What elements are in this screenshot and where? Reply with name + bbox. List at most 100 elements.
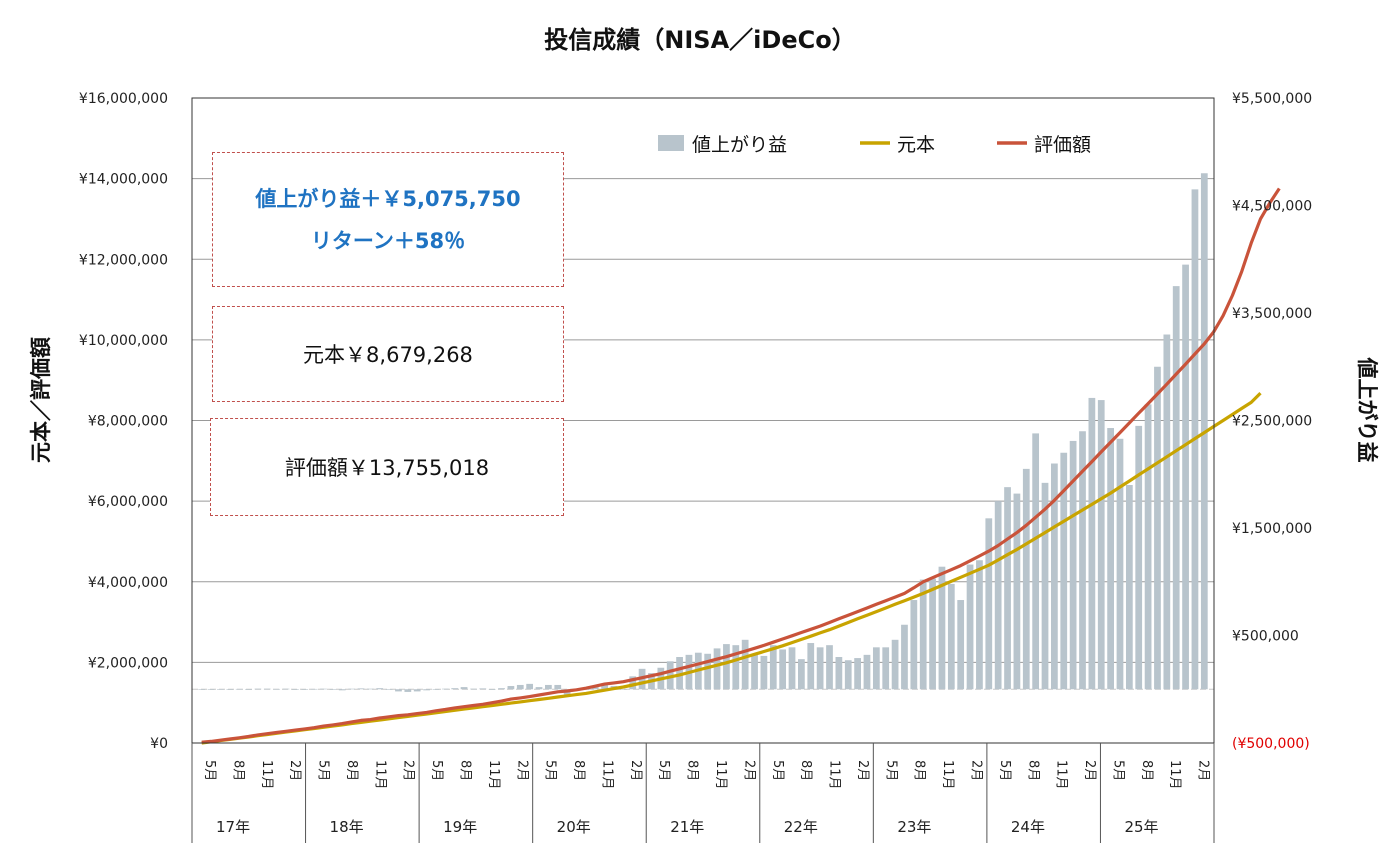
legend: 値上がり益 元本 評価額 — [658, 134, 1091, 156]
gain-bar — [273, 688, 281, 690]
left-tick-label: ¥12,000,000 — [79, 252, 168, 268]
gain-bar — [217, 689, 224, 690]
year-label: 25年 — [1124, 818, 1158, 836]
value-annotation: 評価額￥13,755,018 — [284, 456, 490, 480]
month-tick-label: 8月 — [1139, 760, 1154, 781]
gain-bar — [263, 688, 271, 690]
gain-bar — [1125, 485, 1133, 690]
year-label: 21年 — [670, 818, 704, 836]
gain-bar — [554, 684, 562, 690]
gain-bar — [507, 686, 515, 690]
gain-bar — [741, 639, 749, 690]
gain-bar — [788, 647, 796, 690]
month-tick-label: 2月 — [741, 760, 756, 781]
gain-bar — [994, 501, 1002, 690]
gain-bar — [872, 647, 880, 690]
month-tick-label: 11月 — [713, 760, 728, 790]
gain-bar — [366, 688, 374, 690]
month-tick-label: 11月 — [1054, 760, 1069, 790]
gain-bar — [676, 657, 683, 690]
legend-label-gain: 値上がり益 — [692, 134, 787, 156]
gain-bar — [498, 688, 505, 690]
gain-bar — [966, 564, 974, 690]
month-tick-label: 5月 — [429, 760, 444, 781]
gain-bar — [891, 639, 899, 690]
year-label: 17年 — [216, 818, 250, 836]
month-tick-label: 11月 — [940, 760, 955, 790]
left-tick-label: ¥2,000,000 — [88, 655, 168, 671]
gain-bar — [601, 683, 608, 690]
month-tick-label: 2月 — [401, 760, 416, 781]
principal-annotation: 元本￥8,679,268 — [303, 343, 473, 367]
month-tick-label: 8月 — [458, 760, 473, 781]
gain-bar — [395, 689, 402, 692]
gain-bar — [310, 688, 318, 690]
gain-bar — [1163, 334, 1171, 690]
year-label: 20年 — [557, 818, 591, 836]
gain-annotation: 値上がり益＋￥5,075,750 — [255, 186, 521, 211]
month-tick-label: 11月 — [599, 760, 614, 790]
month-tick-label: 8月 — [230, 760, 245, 781]
gain-bar — [207, 689, 215, 690]
month-tick-label: 8月 — [798, 760, 813, 781]
gain-bar — [1041, 482, 1049, 690]
gain-bar — [901, 624, 908, 690]
year-label: 22年 — [784, 818, 818, 836]
right-tick-label: ¥1,500,000 — [1232, 521, 1312, 537]
gain-bar — [957, 600, 965, 690]
year-label: 19年 — [443, 818, 477, 836]
gain-bar — [1144, 404, 1152, 690]
right-tick-label: ¥500,000 — [1232, 629, 1299, 645]
gain-bar — [1022, 468, 1030, 690]
gain-bar — [338, 689, 346, 691]
month-tick-label: 5月 — [770, 760, 785, 781]
gain-bar — [1069, 440, 1077, 690]
gain-bar — [1051, 463, 1058, 690]
chart-title: 投信成績（NISA／iDeCo） — [544, 26, 855, 54]
gain-bar — [526, 683, 534, 690]
gain-bar — [769, 645, 777, 690]
right-tick-label: (¥500,000) — [1232, 736, 1310, 752]
gain-bar — [488, 689, 496, 690]
gain-bar — [432, 689, 440, 690]
gain-bar — [1013, 493, 1021, 690]
gain-bar — [451, 688, 459, 690]
gain-bar — [1079, 431, 1086, 690]
month-tick-label: 8月 — [344, 760, 359, 781]
gain-bar — [245, 689, 252, 690]
legend-label-principal: 元本 — [897, 134, 935, 156]
month-tick-label: 2月 — [514, 760, 529, 781]
month-tick-label: 8月 — [571, 760, 586, 781]
gain-bar — [629, 676, 637, 690]
lines — [201, 187, 1281, 745]
month-tick-label: 8月 — [685, 760, 700, 781]
gain-bar — [929, 578, 936, 690]
month-tick-label: 11月 — [1167, 760, 1182, 790]
month-tick-label: 8月 — [1025, 760, 1040, 781]
gain-bar — [985, 518, 993, 690]
month-tick-label: 5月 — [202, 760, 217, 781]
gain-bar — [320, 688, 327, 690]
year-label: 23年 — [897, 818, 931, 836]
gain-bar — [713, 648, 721, 690]
gain-bar — [423, 689, 430, 691]
gain-bar — [254, 688, 262, 690]
gain-bar — [329, 689, 337, 690]
left-tick-label: ¥4,000,000 — [88, 575, 168, 591]
right-tick-label: ¥3,500,000 — [1232, 306, 1312, 322]
gain-bar — [947, 583, 955, 690]
gain-bar — [413, 689, 421, 692]
gain-bar — [1107, 428, 1114, 690]
gain-bar — [844, 660, 852, 690]
gain-bar — [479, 688, 487, 690]
right-tick-label: ¥5,500,000 — [1232, 91, 1312, 107]
gain-bar — [1154, 366, 1161, 690]
left-tick-label: ¥10,000,000 — [79, 333, 168, 349]
month-tick-label: 2月 — [855, 760, 870, 781]
month-tick-label: 2月 — [628, 760, 643, 781]
gain-bar — [619, 689, 627, 690]
gain-bar — [807, 643, 815, 690]
legend-label-value: 評価額 — [1034, 134, 1091, 156]
gain-bar — [1004, 487, 1011, 690]
